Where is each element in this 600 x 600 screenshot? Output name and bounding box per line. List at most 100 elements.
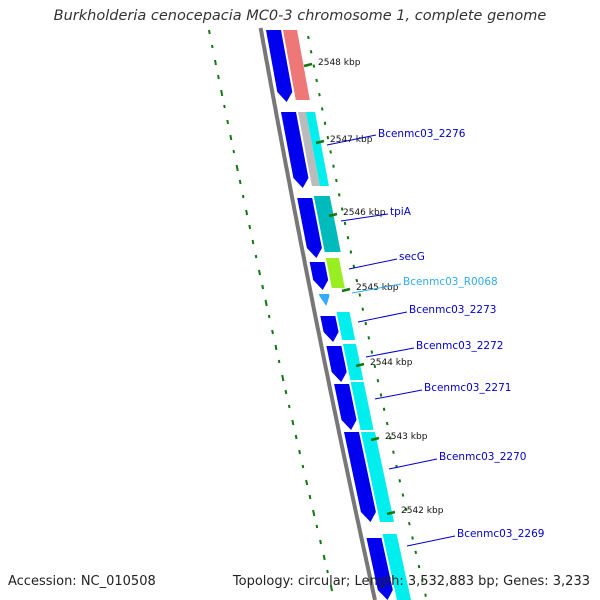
cds-forward (336, 312, 356, 340)
kbp-tick (355, 362, 365, 368)
kbp-tick (328, 212, 338, 218)
scale-tick (398, 479, 402, 483)
scale-tick (307, 35, 310, 40)
gc-content-dash (287, 404, 291, 409)
gc-content-dash (274, 344, 278, 351)
scale-tick (389, 436, 392, 440)
gc-content-dash (312, 509, 316, 517)
kbp-tick (370, 436, 380, 442)
scale-tick (329, 150, 332, 154)
scale-tick (361, 307, 365, 311)
cds-forward (382, 534, 411, 600)
scale-tick (382, 407, 386, 412)
scale-tick (424, 593, 427, 597)
accession-label: Accession: NC_010508 (8, 574, 156, 589)
scale-tick (404, 507, 408, 512)
backbone-track (258, 27, 377, 600)
gc-content-dash (315, 524, 319, 529)
gene-leader-line (374, 389, 423, 400)
gene-label: Bcenmc03_2270 (439, 451, 526, 463)
cds-reverse (281, 112, 309, 188)
gene-label: tpiA (390, 206, 412, 218)
gc-content-dash (267, 314, 271, 319)
gc-content-dash (298, 449, 301, 455)
gc-content-dash (284, 389, 288, 395)
cds-forward (306, 112, 329, 186)
gc-content-dash (271, 329, 274, 335)
scale-tick (315, 78, 318, 83)
scale-tick (326, 135, 330, 140)
scale-tick (367, 336, 371, 340)
kbp-label: 2543 kbp (385, 432, 428, 442)
gc-content-dash (326, 569, 329, 574)
kbp-label: 2544 kbp (370, 358, 413, 368)
gc-content-dash (251, 239, 255, 245)
gene-label: Bcenmc03_R0068 (403, 276, 498, 288)
gc-content-dash (277, 359, 281, 364)
scale-tick (340, 207, 344, 211)
scale-tick (370, 350, 374, 354)
feature-track (266, 30, 411, 600)
scale-tick (392, 450, 395, 454)
kbp-tick (303, 62, 313, 68)
cds-forward (350, 382, 374, 430)
gc-content-dash (241, 194, 245, 199)
gc-content-dash (294, 434, 298, 440)
gene-label-layer: Bcenmc03_2276 tpiA secG Bcenmc03_R0068 Bcenm… (326, 128, 544, 547)
scale-tick (417, 564, 421, 569)
cds-reverse (334, 384, 357, 430)
pseudo-feature (298, 112, 320, 186)
cds-reverse (266, 30, 293, 102)
gc-content-dash (220, 89, 224, 97)
gene-leader-line (348, 258, 398, 270)
gc-content-dash (223, 104, 226, 109)
gc-content-track (208, 29, 334, 592)
rrna-feature (283, 30, 310, 100)
gene-label: Bcenmc03_2273 (409, 304, 496, 316)
kbp-label: 2548 kbp (318, 58, 361, 68)
gene-leader-line (326, 134, 377, 146)
scale-tick (373, 364, 377, 369)
cds-reverse (326, 346, 347, 382)
scale-tick (346, 236, 350, 240)
scale-tick (364, 321, 368, 326)
gc-content-dash (229, 134, 233, 141)
scale-tick (309, 50, 313, 54)
gc-content-dash (319, 539, 322, 545)
scale-tick (355, 278, 359, 283)
gc-content-dash (254, 254, 258, 259)
scale-tick (343, 221, 347, 226)
gc-content-dash (261, 284, 265, 290)
cds-reverse (320, 316, 339, 342)
gc-content-dash (305, 479, 309, 486)
gene-leader-line (351, 283, 402, 294)
cds-reverse (366, 538, 393, 600)
cds-forward (313, 196, 341, 252)
kbp-label: 2546 kbp (343, 208, 386, 218)
gc-content-dash (211, 44, 214, 49)
gene-label: Bcenmc03_2271 (424, 382, 511, 394)
secg-feature (325, 258, 345, 288)
scale-tick (320, 107, 324, 111)
kbp-tick (315, 139, 325, 145)
scale-tick (358, 293, 362, 297)
scale-tick (323, 121, 327, 125)
gc-content-dash (301, 464, 305, 469)
gene-leader-line (406, 535, 456, 547)
kbp-label: 2542 kbp (401, 506, 444, 516)
gc-content-dash (264, 299, 268, 307)
scale-tick (401, 493, 405, 497)
backbone-line (258, 27, 377, 600)
scale-tick (318, 93, 321, 97)
scale-tick (376, 378, 380, 383)
gc-content-dash (248, 224, 252, 230)
gene-leader-line (340, 213, 389, 222)
gc-content-dash (217, 74, 220, 80)
gc-content-dash (238, 179, 242, 185)
cds-reverse (344, 432, 376, 522)
cds-reverse (297, 198, 322, 258)
gene-leader-line (388, 458, 438, 470)
scale-tick (352, 264, 356, 268)
gene-label: secG (399, 251, 425, 263)
